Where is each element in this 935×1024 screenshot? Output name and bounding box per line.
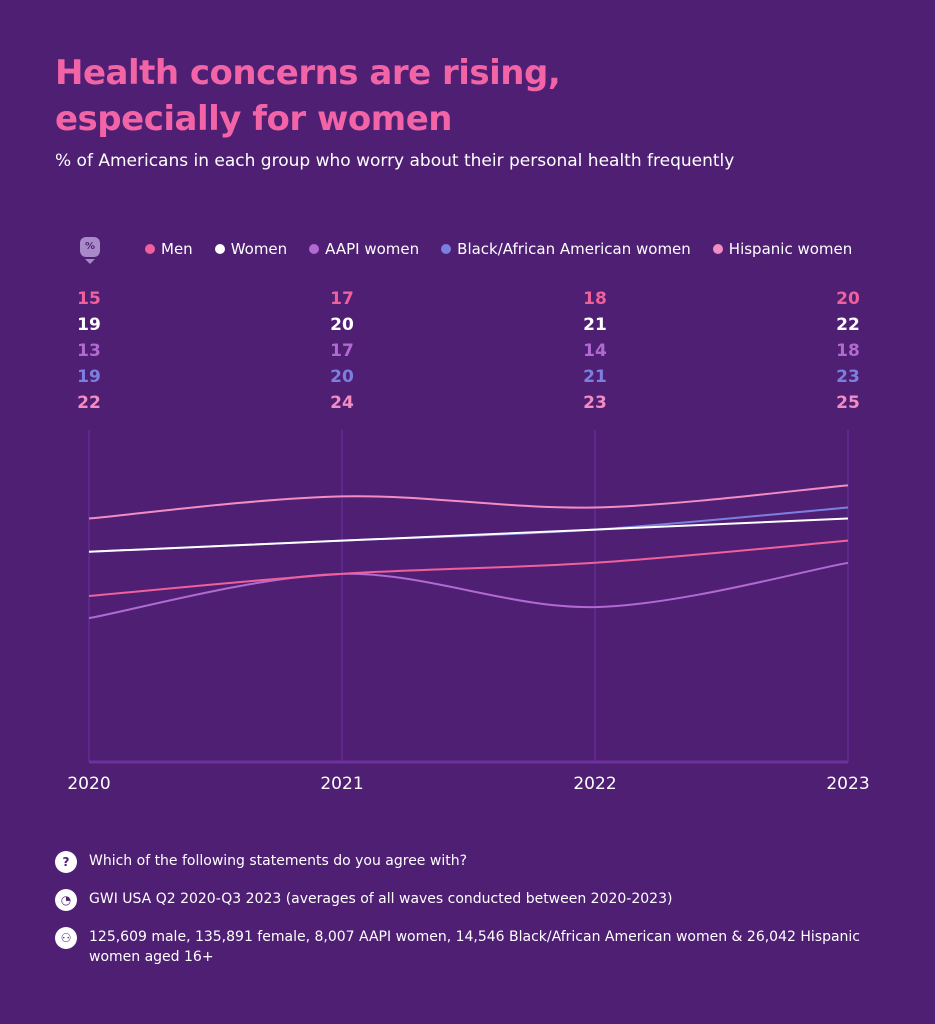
legend-item: Hispanic women [712,240,853,258]
data-label: 17 [330,341,354,361]
legend-dot-icon [214,244,225,254]
data-label: 20 [836,289,860,309]
data-label: 14 [583,341,607,361]
chart-subtitle: % of Americans in each group who worry a… [55,151,735,171]
title-line-1: Health concerns are rising, [55,53,561,93]
series-line-women [88,517,849,553]
value-column: 20 22 18 23 25 [836,286,860,416]
chart-title: Health concerns are rising, especially fo… [55,50,561,142]
data-label: 18 [836,341,860,361]
legend-dot-icon [309,244,320,254]
x-tick-label: 2020 [67,774,111,794]
series-line-hispanic-women [88,484,849,520]
data-label: 21 [583,315,607,335]
data-label: 25 [836,393,860,413]
legend-dot-icon [145,244,155,254]
data-label: 22 [77,393,101,413]
data-label: 15 [77,289,101,309]
footer-question: ? Which of the following statements do y… [55,851,467,873]
legend-label: Men [161,240,193,258]
footer-base: ⚇ 125,609 male, 135,891 female, 8,007 AA… [55,927,885,967]
percent-badge-icon: % [80,237,100,264]
chart-icon: ◔ [55,889,77,911]
legend-label: Black/African American women [457,240,691,258]
legend-item: AAPI women [309,240,419,258]
data-label: 23 [583,393,607,413]
title-line-2: especially for women [55,99,452,139]
footer-source: ◔ GWI USA Q2 2020-Q3 2023 (averages of a… [55,889,672,911]
value-column: 18 21 14 21 23 [583,286,607,416]
legend-label: AAPI women [325,240,420,258]
base-text: 125,609 male, 135,891 female, 8,007 AAPI… [89,929,860,965]
series-line-aapi-women [88,561,849,620]
series-line-men [88,539,849,597]
data-label: 22 [836,315,860,335]
data-label: 20 [330,315,354,335]
data-label: 17 [330,289,354,309]
value-column: 17 20 17 20 24 [330,286,354,416]
data-label: 20 [330,367,354,387]
value-column: 15 19 13 19 22 [77,286,101,416]
x-tick-label: 2021 [320,774,364,794]
legend-dot-icon [712,244,723,254]
legend-label: Women [230,240,288,258]
data-label: 19 [77,367,101,387]
data-label: 24 [330,393,354,413]
source-text: GWI USA Q2 2020-Q3 2023 (averages of all… [89,891,673,907]
x-tick-label: 2022 [573,774,617,794]
data-label: 23 [836,367,860,387]
data-label: 18 [583,289,607,309]
data-label: 13 [77,341,101,361]
question-icon: ? [55,851,77,873]
data-label: 21 [583,367,607,387]
legend-item: Women [214,240,288,258]
people-icon: ⚇ [55,927,77,949]
question-text: Which of the following statements do you… [89,853,468,869]
x-tick-label: 2023 [826,774,870,794]
series-line-black-african-american-women [88,506,849,553]
legend-item: Black/African American women [441,240,691,258]
legend-label: Hispanic women [728,240,853,258]
legend-dot-icon [441,244,452,254]
legend-item: Men [145,240,193,258]
data-label: 19 [77,315,101,335]
legend: Men Women AAPI women Black/African American… [145,240,852,258]
line-chart [88,430,849,764]
